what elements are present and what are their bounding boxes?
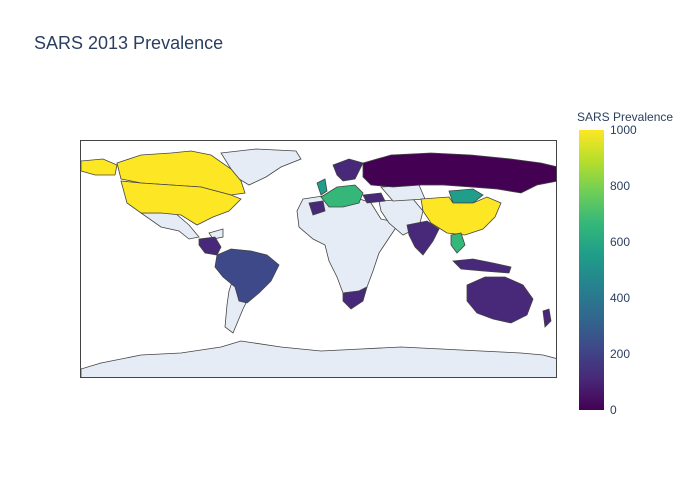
country-europe-west[interactable] <box>320 184 364 208</box>
country-china[interactable] <box>420 196 502 236</box>
colorbar-tick-400: 400 <box>610 291 631 305</box>
south-america-north-shape[interactable] <box>208 228 224 240</box>
colorbar-tick-0: 0 <box>610 403 617 417</box>
country-russia[interactable] <box>362 152 557 194</box>
country-usa-alaska[interactable] <box>81 158 118 176</box>
colorbar-tick-1000: 1000 <box>610 123 637 137</box>
country-india[interactable] <box>406 220 440 256</box>
colorbar-gradient <box>579 130 604 410</box>
country-south-africa[interactable] <box>342 286 368 310</box>
world-map[interactable] <box>81 141 557 378</box>
country-mongolia[interactable] <box>448 188 484 204</box>
country-colombia[interactable] <box>198 236 222 256</box>
central-asia-shape[interactable] <box>380 184 426 202</box>
country-new-zealand[interactable] <box>542 308 552 328</box>
colorbar-tick-600: 600 <box>610 235 631 249</box>
country-turkey[interactable] <box>362 192 386 204</box>
country-vietnam[interactable] <box>450 232 466 254</box>
colorbar-tick-800: 800 <box>610 179 631 193</box>
colorbar-tick-200: 200 <box>610 347 631 361</box>
map-frame[interactable] <box>80 140 557 378</box>
country-uk[interactable] <box>316 178 328 196</box>
country-indonesia[interactable] <box>452 258 512 274</box>
country-scandinavia[interactable] <box>332 158 364 182</box>
country-australia[interactable] <box>466 276 534 324</box>
colorbar-title: SARS Prevalence <box>577 110 674 124</box>
country-usa[interactable] <box>120 180 242 226</box>
country-spain[interactable] <box>308 200 326 216</box>
page-title: SARS 2013 Prevalence <box>34 33 224 53</box>
antarctica-shape[interactable] <box>81 340 557 378</box>
country-brazil[interactable] <box>214 248 280 304</box>
